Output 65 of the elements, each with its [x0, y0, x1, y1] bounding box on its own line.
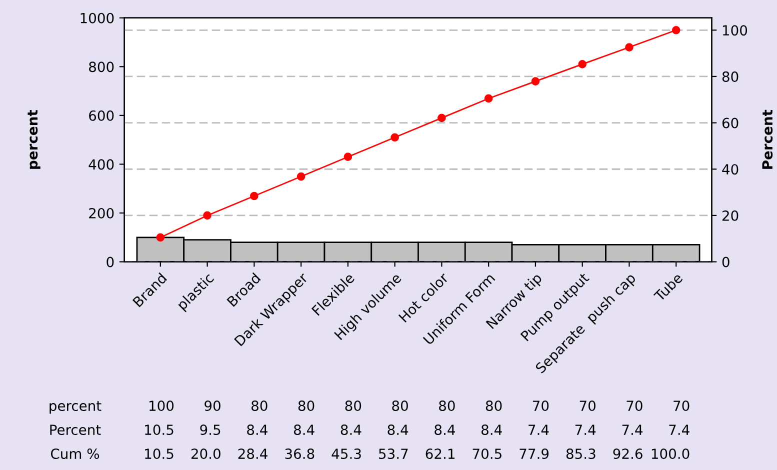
- data-label: 80: [298, 400, 314, 412]
- data-label: 85.3: [566, 448, 596, 460]
- text: 8.4: [340, 424, 362, 436]
- y2-tick-label: 80: [722, 71, 738, 82]
- data-label: 90: [204, 400, 220, 412]
- point: [672, 26, 680, 34]
- data-label: 77.9: [520, 448, 549, 460]
- point: [531, 77, 540, 86]
- data-label: 80: [439, 400, 455, 412]
- data-label: 70: [532, 400, 549, 412]
- y2-axis-title: Percent: [762, 110, 773, 169]
- data-label: 70.5: [472, 448, 502, 460]
- data-label: 70: [626, 400, 642, 412]
- y2-tick-label: 20: [722, 210, 738, 221]
- text: percent: [50, 401, 102, 414]
- y-tick-label: 600: [89, 110, 114, 121]
- data-label: 80: [392, 400, 408, 412]
- text: 7.4: [575, 424, 596, 435]
- data-label: 100.0: [652, 448, 690, 460]
- text: Percent: [50, 424, 101, 436]
- text: 9.5: [200, 424, 220, 436]
- data-label: 53.7: [379, 448, 408, 460]
- text: 8.4: [434, 424, 455, 436]
- text: 7.4: [669, 424, 690, 435]
- point: [156, 233, 165, 242]
- data-label: 80: [345, 400, 362, 412]
- point: [296, 172, 306, 181]
- data-label: 80: [486, 400, 502, 412]
- text: 7.4: [622, 424, 643, 435]
- point: [390, 133, 399, 142]
- data-label: 20.0: [191, 448, 220, 460]
- text: 8.4: [388, 424, 408, 436]
- data-label: 70: [580, 400, 596, 412]
- y2-tick-label: 0: [722, 256, 730, 268]
- data-label: 80: [252, 400, 268, 412]
- data-label: 62.1: [426, 448, 454, 460]
- data-label: 92.6: [613, 448, 642, 460]
- point: [484, 94, 493, 103]
- text: 7.4: [528, 424, 549, 435]
- y-tick-label: 400: [88, 159, 114, 170]
- text: Cum %: [50, 448, 100, 460]
- y-axis-title: percent: [28, 110, 40, 169]
- point: [438, 114, 446, 122]
- text: 10.5: [145, 424, 174, 436]
- y-tick-label: 800: [89, 62, 114, 72]
- data-label: 70: [674, 400, 690, 412]
- point: [250, 192, 258, 200]
- text: 8.4: [482, 424, 502, 436]
- data-label: 100: [149, 400, 174, 412]
- text: 8.4: [247, 424, 268, 436]
- point: [203, 211, 212, 220]
- y-tick-label: 0: [106, 256, 114, 268]
- point: [578, 60, 587, 68]
- y2-tick-label: 40: [722, 164, 738, 175]
- text: 8.4: [294, 424, 314, 436]
- data-label: 45.3: [332, 448, 361, 460]
- y2-tick-label: 100: [722, 25, 748, 36]
- point: [625, 43, 634, 52]
- y-tick-label: 1000: [80, 12, 114, 24]
- y-tick-label: 200: [89, 208, 114, 218]
- data-label: 10.5: [145, 448, 174, 460]
- y2-tick-label: 60: [722, 118, 738, 128]
- data-label: 36.8: [285, 448, 314, 460]
- point: [344, 152, 352, 162]
- data-label: 28.4: [238, 448, 268, 460]
